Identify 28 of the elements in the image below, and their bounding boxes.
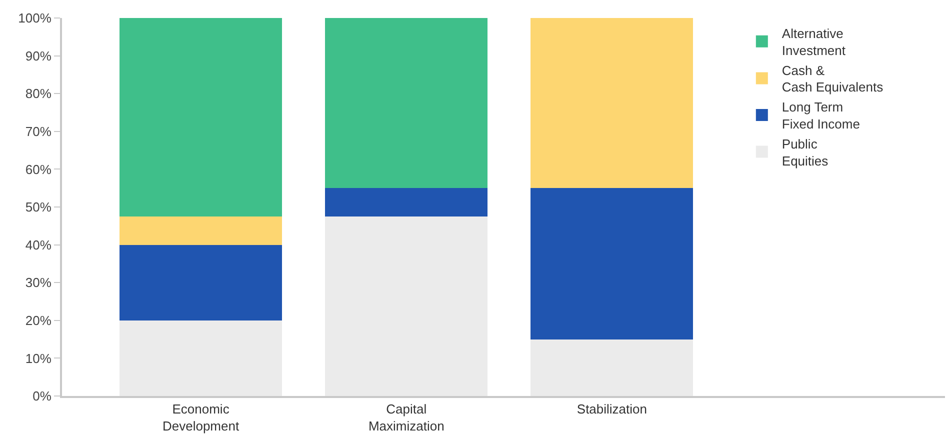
- bar: [530, 188, 694, 340]
- y-tick-label: 90%: [25, 48, 52, 64]
- y-tick-label: 80%: [25, 86, 52, 102]
- y-tick-label: 70%: [25, 124, 52, 139]
- x-tick-label: Economic Development: [162, 402, 240, 434]
- y-tick-label: 60%: [25, 162, 52, 177]
- bar: [325, 188, 488, 216]
- bar: [325, 216, 488, 396]
- bar: [120, 216, 282, 245]
- legend-label: Public Equities: [782, 136, 829, 168]
- x-tick-label: Stabilization: [576, 402, 648, 417]
- y-tick-label: 40%: [25, 237, 52, 252]
- y-tick-label: 30%: [25, 275, 52, 290]
- y-tick-label: 0%: [32, 388, 52, 404]
- y-tick-label: 100%: [18, 10, 52, 26]
- bar: [530, 339, 694, 396]
- x-tick-label: Capital Maximization: [368, 402, 444, 434]
- bar: [325, 18, 488, 188]
- y-tick-label: 50%: [25, 200, 52, 215]
- legend-label: Long Term Fixed Income: [782, 100, 860, 132]
- y-tick-label: 10%: [25, 350, 52, 366]
- legend-label: Cash & Cash Equivalents: [782, 62, 884, 95]
- bar: [530, 18, 694, 188]
- bar: [120, 320, 282, 396]
- bar: [120, 244, 282, 320]
- legend-label: Alternative Investment: [782, 26, 846, 58]
- bar: [120, 18, 282, 216]
- y-tick-label: 20%: [25, 312, 52, 328]
